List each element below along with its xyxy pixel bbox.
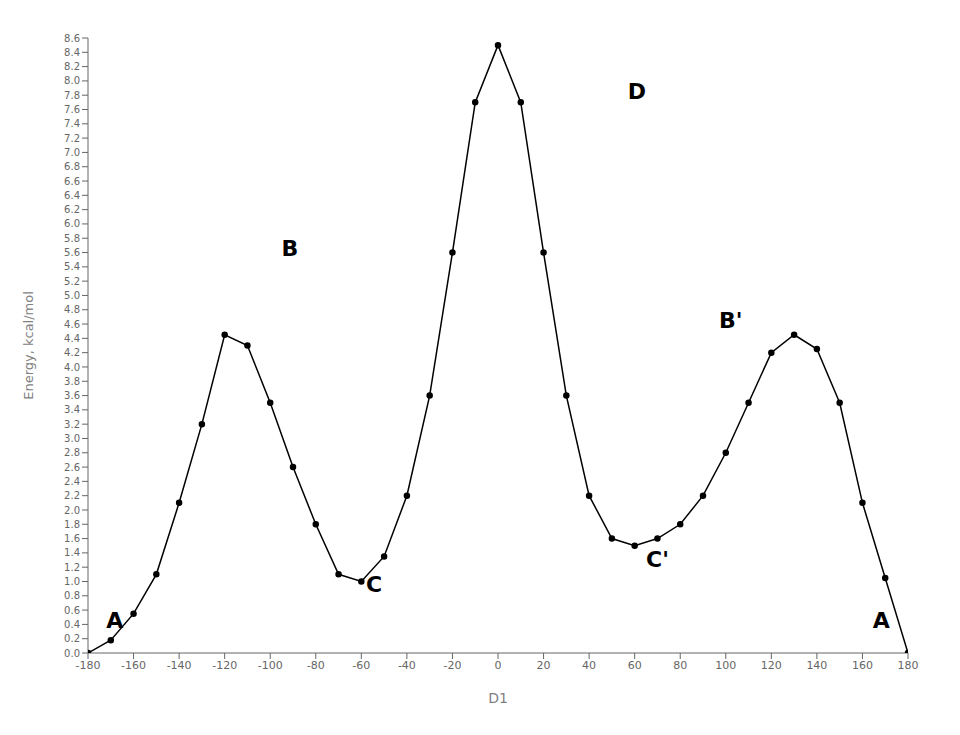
svg-text:Energy, kcal/mol: Energy, kcal/mol xyxy=(21,291,36,400)
svg-text:0.8: 0.8 xyxy=(64,590,80,601)
svg-text:8.6: 8.6 xyxy=(64,33,80,44)
svg-text:7.4: 7.4 xyxy=(64,118,80,129)
svg-text:-40: -40 xyxy=(398,659,416,672)
svg-text:5.4: 5.4 xyxy=(64,261,80,272)
svg-text:-100: -100 xyxy=(258,659,283,672)
svg-text:80: 80 xyxy=(673,659,687,672)
svg-text:-120: -120 xyxy=(212,659,237,672)
svg-text:2.0: 2.0 xyxy=(64,505,80,516)
svg-text:2.8: 2.8 xyxy=(64,447,80,458)
svg-text:1.8: 1.8 xyxy=(64,519,80,530)
svg-text:6.4: 6.4 xyxy=(64,190,80,201)
svg-text:0: 0 xyxy=(495,659,502,672)
svg-text:6.8: 6.8 xyxy=(64,161,80,172)
svg-text:D: D xyxy=(628,79,646,104)
svg-text:3.8: 3.8 xyxy=(64,376,80,387)
svg-text:6.6: 6.6 xyxy=(64,176,80,187)
svg-text:-60: -60 xyxy=(352,659,370,672)
svg-text:A: A xyxy=(873,608,890,633)
svg-text:4.6: 4.6 xyxy=(64,319,80,330)
svg-text:7.2: 7.2 xyxy=(64,133,80,144)
svg-text:7.0: 7.0 xyxy=(64,147,80,158)
svg-text:2.2: 2.2 xyxy=(64,490,80,501)
svg-text:A: A xyxy=(106,608,123,633)
svg-text:160: 160 xyxy=(852,659,873,672)
svg-text:120: 120 xyxy=(761,659,782,672)
svg-text:0.6: 0.6 xyxy=(64,605,80,616)
svg-text:6.2: 6.2 xyxy=(64,204,80,215)
svg-text:5.0: 5.0 xyxy=(64,290,80,301)
svg-text:1.4: 1.4 xyxy=(64,547,80,558)
svg-text:1.0: 1.0 xyxy=(64,576,80,587)
svg-text:1.6: 1.6 xyxy=(64,533,80,544)
svg-text:D1: D1 xyxy=(488,690,508,706)
svg-text:C': C' xyxy=(646,547,669,572)
svg-text:-140: -140 xyxy=(167,659,192,672)
svg-text:5.2: 5.2 xyxy=(64,276,80,287)
svg-text:4.4: 4.4 xyxy=(64,333,80,344)
svg-text:B': B' xyxy=(719,308,743,333)
svg-text:-80: -80 xyxy=(307,659,325,672)
svg-text:0.0: 0.0 xyxy=(64,648,80,659)
svg-text:8.2: 8.2 xyxy=(64,61,80,72)
svg-text:8.0: 8.0 xyxy=(64,75,80,86)
svg-text:100: 100 xyxy=(715,659,736,672)
svg-text:4.0: 4.0 xyxy=(64,362,80,373)
svg-text:1.2: 1.2 xyxy=(64,562,80,573)
svg-text:60: 60 xyxy=(628,659,642,672)
svg-text:140: 140 xyxy=(806,659,827,672)
svg-text:3.4: 3.4 xyxy=(64,404,80,415)
svg-text:2.6: 2.6 xyxy=(64,462,80,473)
svg-text:0.2: 0.2 xyxy=(64,633,80,644)
svg-text:7.8: 7.8 xyxy=(64,90,80,101)
svg-text:-160: -160 xyxy=(121,659,146,672)
svg-text:6.0: 6.0 xyxy=(64,218,80,229)
svg-text:5.8: 5.8 xyxy=(64,233,80,244)
svg-text:-20: -20 xyxy=(443,659,461,672)
svg-text:3.6: 3.6 xyxy=(64,390,80,401)
svg-text:0.4: 0.4 xyxy=(64,619,80,630)
svg-text:180: 180 xyxy=(898,659,919,672)
svg-text:C: C xyxy=(366,572,382,597)
svg-text:3.0: 3.0 xyxy=(64,433,80,444)
svg-text:20: 20 xyxy=(537,659,551,672)
svg-text:2.4: 2.4 xyxy=(64,476,80,487)
svg-text:7.6: 7.6 xyxy=(64,104,80,115)
svg-text:-180: -180 xyxy=(76,659,101,672)
svg-text:B: B xyxy=(282,236,299,261)
svg-text:3.2: 3.2 xyxy=(64,419,80,430)
svg-text:4.2: 4.2 xyxy=(64,347,80,358)
svg-text:5.6: 5.6 xyxy=(64,247,80,258)
svg-text:8.4: 8.4 xyxy=(64,47,80,58)
svg-text:4.8: 4.8 xyxy=(64,304,80,315)
svg-text:40: 40 xyxy=(582,659,596,672)
